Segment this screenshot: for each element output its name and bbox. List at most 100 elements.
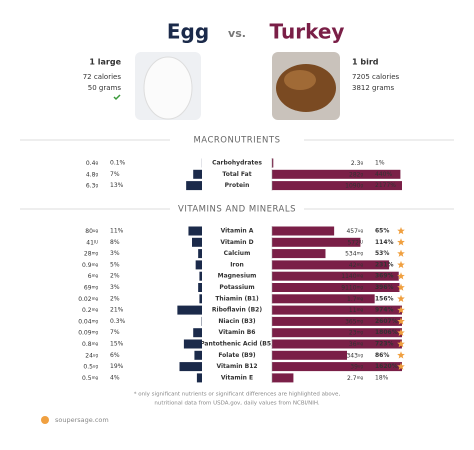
unit: g bbox=[360, 183, 363, 188]
unit: mg bbox=[92, 273, 99, 278]
unit: mg bbox=[357, 296, 364, 301]
egg-percent: 0.3% bbox=[110, 318, 126, 325]
turkey-bar bbox=[272, 237, 361, 247]
egg-amount: 0.8mg bbox=[82, 341, 98, 348]
egg-bar bbox=[195, 260, 202, 270]
unit: g bbox=[95, 160, 98, 165]
turkey-amount: 282g bbox=[349, 171, 363, 178]
egg-amount: 0.9mg bbox=[82, 261, 98, 268]
egg-bar bbox=[192, 237, 202, 247]
egg-bar bbox=[193, 328, 202, 338]
egg-percent: 15% bbox=[110, 341, 124, 348]
unit: g bbox=[360, 171, 363, 176]
unit: mg bbox=[92, 375, 99, 380]
turkey-bar bbox=[272, 260, 390, 270]
egg-amount: 6mg bbox=[88, 273, 99, 280]
unit: ug bbox=[93, 364, 99, 369]
right-grams: 3812 grams bbox=[352, 84, 394, 92]
nutrient-name: Magnesium bbox=[218, 273, 257, 280]
turkey-percent: 156% bbox=[375, 295, 394, 302]
turkey-amount: 572IU bbox=[347, 239, 363, 246]
egg-amount: 0.5ug bbox=[83, 363, 98, 370]
nutrient-name: Folate (B9) bbox=[218, 352, 256, 359]
unit: ug bbox=[358, 364, 364, 369]
unit: IU bbox=[359, 239, 363, 244]
amount: 0.09 bbox=[78, 329, 92, 336]
amount: 0.5 bbox=[82, 374, 92, 381]
egg-bar bbox=[199, 294, 202, 304]
unit: mg bbox=[92, 285, 99, 290]
amount: 365 bbox=[345, 318, 357, 325]
star bbox=[397, 362, 405, 370]
egg-amount: 80ug bbox=[85, 228, 98, 235]
egg-bar bbox=[198, 283, 202, 292]
right-title: Turkey bbox=[270, 20, 345, 44]
egg-percent: 21% bbox=[110, 307, 124, 314]
unit: mg bbox=[357, 285, 364, 290]
amount: 534 bbox=[345, 250, 357, 257]
egg-percent: 3% bbox=[110, 250, 120, 257]
nutrient-name: Vitamin B12 bbox=[216, 363, 257, 370]
egg-percent: 4% bbox=[110, 374, 120, 381]
turkey-bar bbox=[272, 316, 402, 326]
turkey-percent: 231% bbox=[375, 261, 394, 268]
unit: mg bbox=[357, 318, 364, 323]
turkey-amount: 42mg bbox=[349, 261, 364, 268]
egg-shape bbox=[143, 56, 193, 120]
turkey-percent: 53% bbox=[375, 250, 389, 257]
unit: ug bbox=[93, 352, 99, 357]
turkey-percent: 1620% bbox=[375, 363, 398, 370]
footnote: nutritional data from USDA.gov, daily va… bbox=[154, 401, 320, 407]
unit: mg bbox=[357, 251, 364, 256]
egg-percent: 2% bbox=[110, 273, 120, 280]
amount: 11 bbox=[349, 307, 357, 314]
star bbox=[397, 238, 405, 246]
amount: 9110 bbox=[341, 284, 356, 291]
star bbox=[397, 306, 405, 314]
amount: 69 bbox=[84, 284, 92, 291]
unit: mg bbox=[92, 251, 99, 256]
star bbox=[397, 249, 405, 257]
turkey-amount: 365mg bbox=[345, 318, 363, 325]
turkey-amount: 36mg bbox=[349, 341, 364, 348]
turkey-bar bbox=[272, 181, 402, 191]
egg-amount: 6.3g bbox=[86, 182, 99, 189]
left-grams: 50 grams bbox=[88, 84, 122, 92]
star bbox=[397, 317, 405, 325]
turkey-percent: 369% bbox=[375, 273, 394, 280]
turkey-percent: 114% bbox=[375, 239, 394, 246]
turkey-amount: 457ug bbox=[346, 228, 363, 235]
egg-amount: 0.09mg bbox=[78, 329, 98, 336]
turkey-bar bbox=[272, 158, 274, 168]
turkey-highlight bbox=[284, 70, 316, 90]
unit: mg bbox=[357, 341, 364, 346]
nutrient-name: Carbohydrates bbox=[212, 160, 262, 167]
nutrient-name: Iron bbox=[230, 261, 244, 268]
egg-bar bbox=[193, 169, 202, 179]
nutrient-name: Niacin (B3) bbox=[218, 318, 256, 325]
check-mark bbox=[113, 94, 121, 101]
left-calories: 72 calories bbox=[83, 73, 122, 81]
egg-bar bbox=[177, 305, 202, 315]
egg-amount: 24ug bbox=[85, 352, 98, 359]
nutrient-name: Riboflavin (B2) bbox=[212, 307, 262, 314]
right-serving: 1 bird bbox=[352, 58, 379, 67]
egg-percent: 8% bbox=[110, 239, 120, 246]
turkey-amount: 2.3g bbox=[351, 160, 364, 167]
turkey-amount: 1.7mg bbox=[347, 295, 363, 302]
turkey-bar bbox=[272, 373, 294, 383]
amount: 80 bbox=[85, 228, 93, 235]
egg-bar bbox=[183, 339, 202, 349]
turkey-amount: 11mg bbox=[349, 307, 364, 314]
turkey-bar bbox=[272, 305, 402, 315]
unit: mg bbox=[357, 375, 364, 380]
egg-amount: 69mg bbox=[84, 284, 99, 291]
egg-percent: 13% bbox=[110, 182, 124, 189]
nutrient-name: Total Fat bbox=[222, 171, 251, 178]
turkey-percent: 1806% bbox=[375, 329, 398, 336]
turkey-amount: 1140mg bbox=[341, 273, 363, 280]
amount: 2.3 bbox=[351, 160, 361, 167]
turkey-amount: 9110mg bbox=[341, 284, 363, 291]
amount: 572 bbox=[347, 239, 359, 246]
turkey-bar bbox=[272, 339, 402, 349]
